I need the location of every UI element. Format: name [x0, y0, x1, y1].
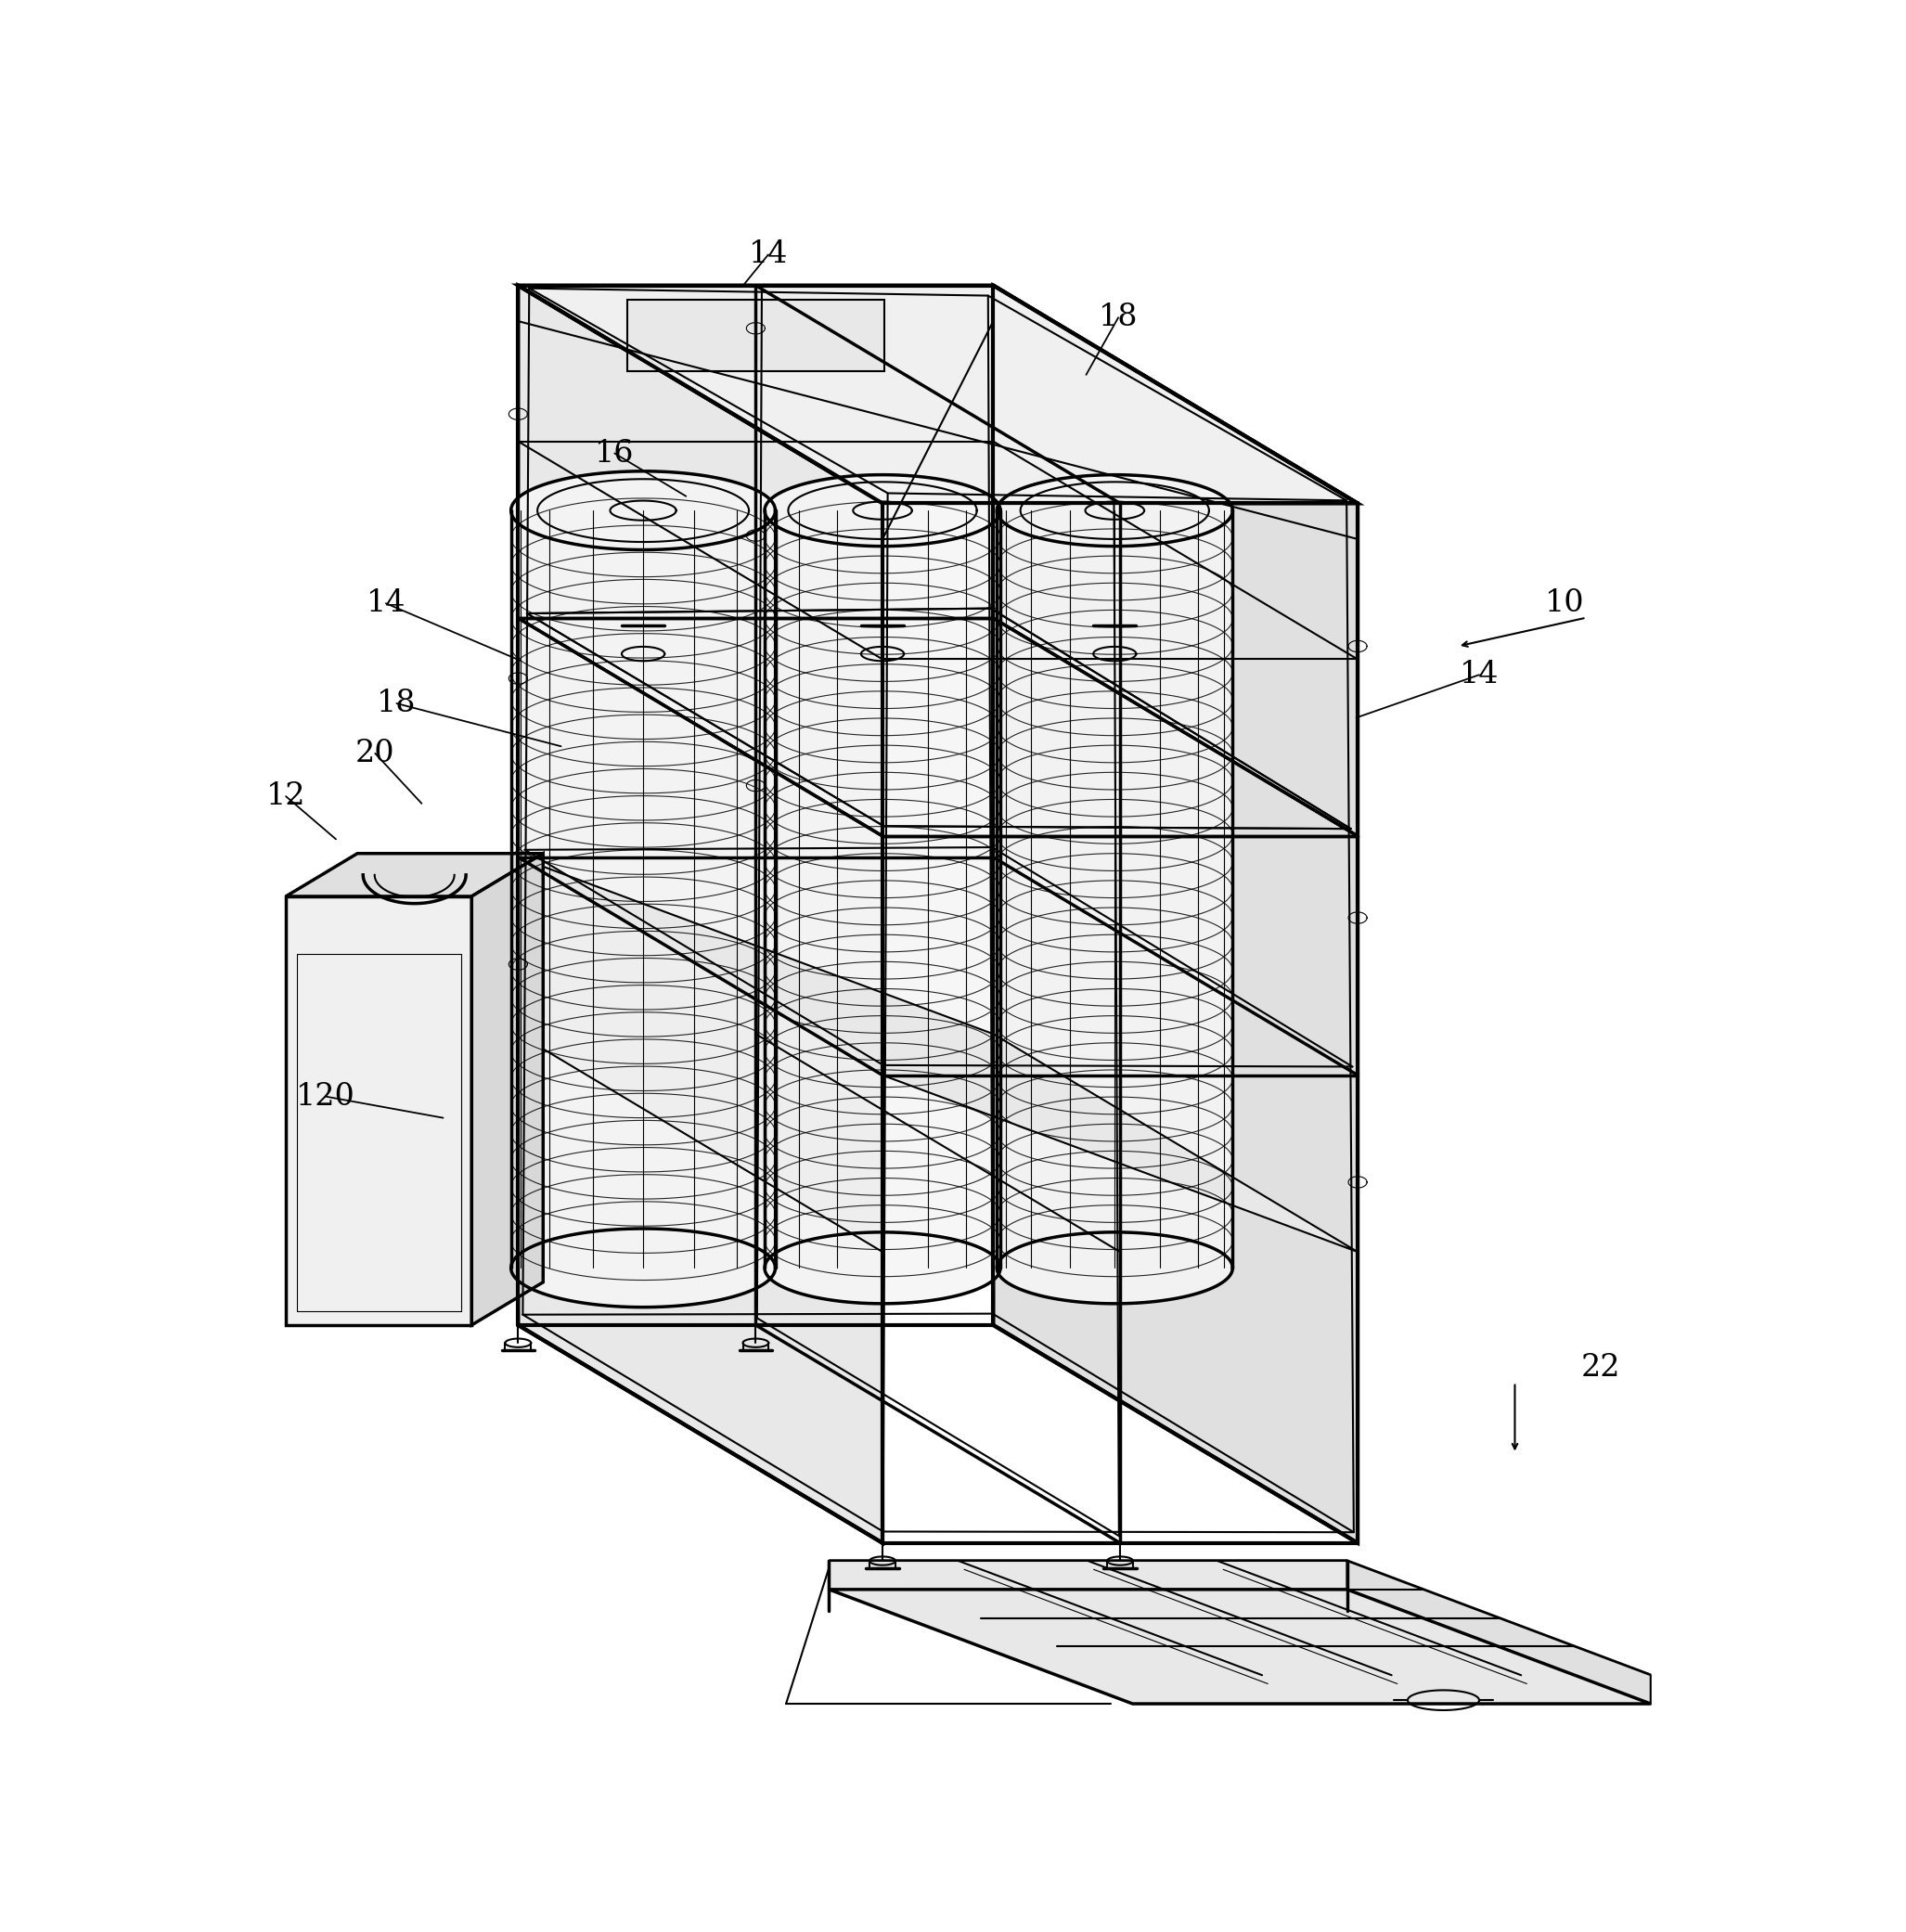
Polygon shape	[993, 286, 1357, 1544]
Polygon shape	[518, 858, 882, 1252]
Text: 14: 14	[1460, 661, 1498, 690]
Text: 12: 12	[267, 781, 305, 811]
Polygon shape	[286, 854, 543, 896]
Text: 22: 22	[1580, 1352, 1620, 1383]
Text: 18: 18	[377, 688, 416, 719]
Polygon shape	[511, 471, 776, 1308]
Text: 20: 20	[355, 738, 395, 769]
Polygon shape	[518, 286, 1357, 504]
Text: 120: 120	[295, 1082, 355, 1111]
Polygon shape	[518, 286, 882, 1544]
Text: 10: 10	[1546, 589, 1584, 618]
Text: 16: 16	[595, 439, 635, 468]
Polygon shape	[518, 858, 1357, 1252]
Polygon shape	[997, 475, 1233, 1304]
Text: 18: 18	[1098, 303, 1138, 332]
Polygon shape	[829, 1590, 1651, 1704]
Polygon shape	[286, 896, 471, 1325]
Polygon shape	[471, 854, 543, 1325]
Text: 14: 14	[366, 589, 406, 618]
Text: 14: 14	[749, 240, 787, 270]
Polygon shape	[1348, 1561, 1651, 1704]
Polygon shape	[829, 1561, 1651, 1675]
Polygon shape	[829, 1561, 1348, 1590]
Polygon shape	[764, 475, 1001, 1304]
Polygon shape	[627, 299, 884, 371]
